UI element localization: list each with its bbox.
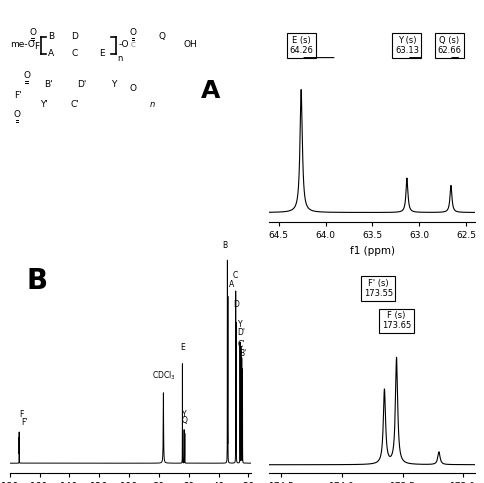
Text: D': D'	[237, 328, 244, 337]
Text: B': B'	[239, 349, 245, 357]
Text: Y: Y	[237, 320, 242, 329]
Text: D: D	[71, 32, 78, 41]
Text: B: B	[27, 267, 47, 295]
Text: Y: Y	[182, 410, 186, 419]
Text: Q (s)
62.66: Q (s) 62.66	[436, 36, 460, 55]
Text: F (s)
173.65: F (s) 173.65	[381, 311, 410, 330]
Text: O: O	[29, 28, 36, 37]
Text: A: A	[47, 49, 54, 58]
Text: OH: OH	[183, 40, 197, 49]
Text: F' (s)
173.55: F' (s) 173.55	[363, 279, 392, 298]
Text: E (s)
64.26: E (s) 64.26	[288, 36, 313, 55]
Text: O: O	[129, 28, 136, 37]
Text: Q: Q	[182, 415, 187, 425]
Text: F: F	[19, 410, 24, 419]
Text: A: A	[200, 79, 220, 103]
Text: -O: -O	[118, 40, 129, 49]
Text: O: O	[129, 85, 136, 93]
Text: A: A	[228, 280, 234, 288]
Text: n: n	[150, 100, 155, 109]
Text: C': C'	[71, 100, 79, 109]
Text: O: O	[14, 110, 20, 119]
Text: E: E	[99, 49, 104, 58]
Text: CDCl$_3$: CDCl$_3$	[151, 369, 175, 382]
Text: C': C'	[238, 341, 245, 350]
Text: Y: Y	[111, 81, 116, 89]
Text: E: E	[180, 342, 184, 352]
Text: C: C	[233, 271, 238, 281]
Text: F': F'	[21, 418, 28, 426]
Text: B': B'	[44, 81, 53, 89]
Text: B: B	[47, 32, 54, 41]
Text: F': F'	[15, 91, 22, 100]
Text: C: C	[72, 49, 78, 58]
Text: Y (s)
63.13: Y (s) 63.13	[394, 36, 418, 55]
Text: B: B	[222, 241, 227, 250]
Text: D: D	[233, 300, 239, 309]
X-axis label: f1 (ppm): f1 (ppm)	[349, 246, 394, 256]
Text: O: O	[23, 71, 30, 80]
Text: me-O: me-O	[10, 40, 34, 49]
Text: n: n	[117, 55, 122, 63]
Text: Y': Y'	[40, 100, 47, 109]
Text: Q: Q	[158, 32, 165, 41]
Text: C: C	[130, 42, 135, 48]
Text: F: F	[34, 42, 39, 51]
Text: D': D'	[77, 81, 87, 89]
